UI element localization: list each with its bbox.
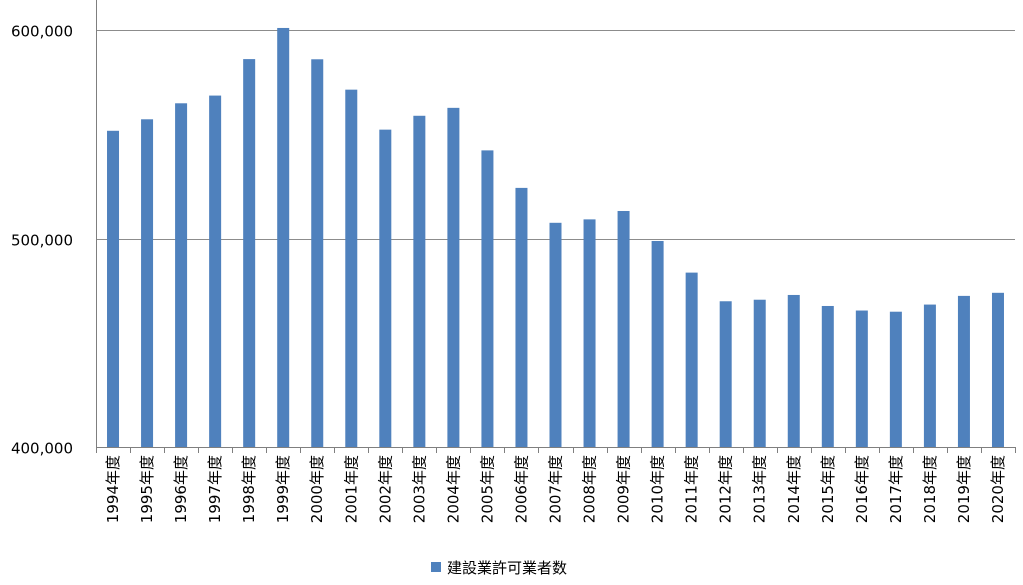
bar — [923, 304, 936, 447]
bar — [379, 129, 392, 447]
x-tick-label: 2017年度 — [887, 455, 905, 523]
bar — [413, 115, 426, 447]
x-tick-label: 2010年度 — [649, 455, 667, 523]
x-tick-label: 2014年度 — [785, 455, 803, 523]
x-tick-label: 2002年度 — [376, 455, 394, 523]
x-tick-label: 2004年度 — [444, 455, 462, 523]
bar — [583, 219, 596, 447]
bar — [175, 103, 188, 447]
x-tick-label: 2012年度 — [717, 455, 735, 523]
bar — [651, 240, 664, 447]
bar — [855, 310, 868, 447]
bar — [549, 222, 562, 447]
bar — [889, 311, 902, 447]
bar — [991, 292, 1004, 447]
bar — [821, 305, 834, 447]
bar — [345, 89, 358, 447]
bar — [787, 294, 800, 447]
x-tick-label: 1994年度 — [104, 455, 122, 523]
bar — [719, 301, 732, 447]
x-tick-label: 2000年度 — [308, 455, 326, 523]
legend-swatch — [431, 562, 441, 572]
x-tick-label: 2006年度 — [512, 455, 530, 523]
bar — [753, 299, 766, 447]
x-tick-label: 2013年度 — [751, 455, 769, 523]
bar — [277, 27, 290, 448]
x-tick-label: 2008年度 — [581, 455, 599, 523]
bar — [107, 130, 120, 448]
bar — [957, 295, 970, 447]
x-tick-label: 1998年度 — [240, 455, 258, 523]
legend-label: 建設業許可業者数 — [447, 559, 567, 577]
x-tick-label: 1999年度 — [274, 455, 292, 523]
bar — [481, 150, 494, 447]
y-tick-label: 600,000 — [11, 23, 73, 41]
x-tick-label: 2011年度 — [683, 455, 701, 523]
bar — [209, 95, 222, 447]
x-tick-label: 2009年度 — [615, 455, 633, 523]
x-tick-label: 2018年度 — [921, 455, 939, 523]
x-tick-label: 2015年度 — [819, 455, 837, 523]
y-tick-label: 400,000 — [11, 440, 73, 458]
x-tick-label: 2003年度 — [410, 455, 428, 523]
bar — [447, 107, 460, 447]
bar — [515, 187, 528, 447]
bar — [685, 272, 698, 447]
x-tick-label: 2005年度 — [478, 455, 496, 523]
bar — [617, 210, 630, 447]
x-tick-label: 2019年度 — [955, 455, 973, 523]
legend: 建設業許可業者数 — [431, 559, 567, 577]
y-tick-label: 500,000 — [11, 232, 73, 250]
y-axis: 400,000 500,000 600,000 — [11, 0, 97, 458]
x-tick-label: 2001年度 — [342, 455, 360, 523]
bars — [107, 27, 1004, 448]
x-tick-label: 2020年度 — [989, 455, 1007, 523]
x-axis: 1994年度 1995年度 1996年度 1997年度 1998年度 1999年度 2000… — [96, 447, 1016, 523]
x-tick-label: 1995年度 — [138, 455, 156, 523]
x-tick-label: 1996年度 — [172, 455, 190, 523]
x-tick-label: 2007年度 — [547, 455, 565, 523]
x-tick-label: 1997年度 — [206, 455, 224, 523]
bar — [243, 59, 256, 447]
bar — [141, 119, 154, 447]
x-tick-label: 2016年度 — [853, 455, 871, 523]
bar — [311, 59, 324, 447]
